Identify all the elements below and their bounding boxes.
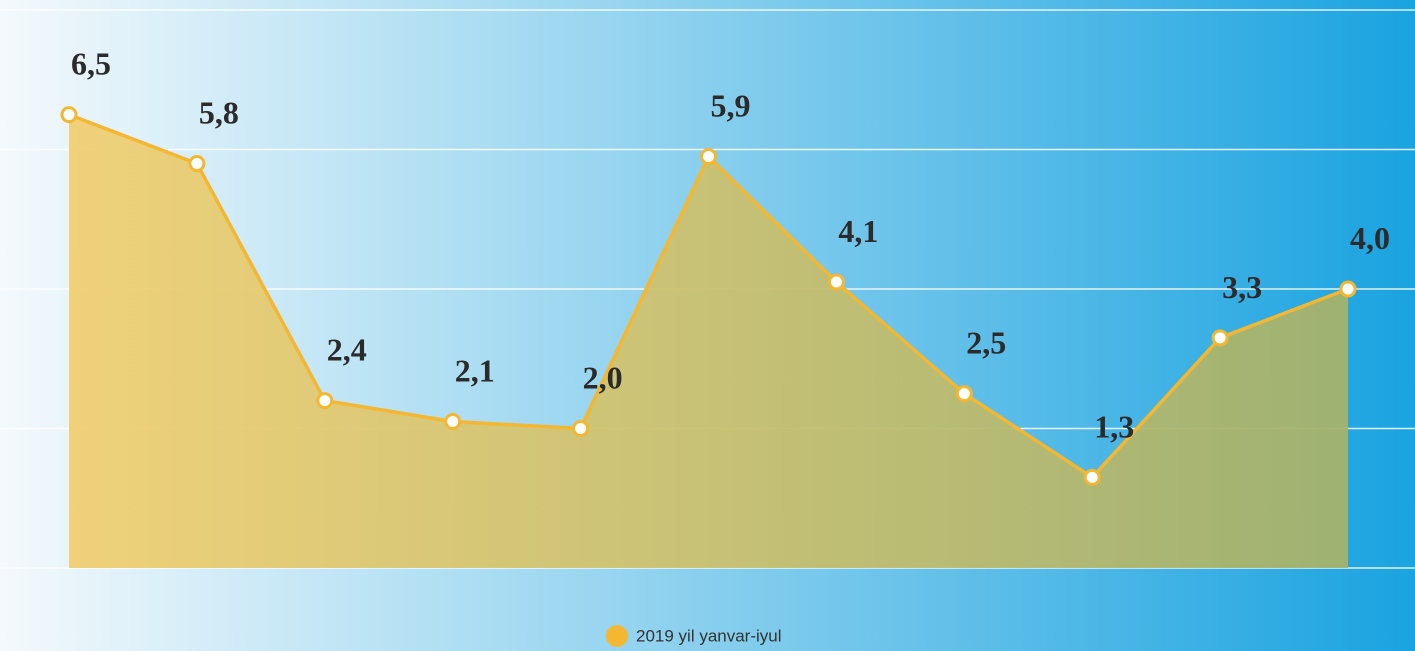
value-label: 6,5 [71,46,111,82]
legend-label: 2019 yil yanvar-iyul [636,626,782,645]
legend-swatch [606,625,628,647]
point [955,385,973,403]
value-label: 3,3 [1222,269,1262,305]
point [1339,280,1357,298]
point [827,273,845,291]
point [700,147,717,165]
value-label: 2,5 [966,325,1006,361]
area [69,114,1348,568]
point [1083,468,1101,486]
value-label: 2,4 [327,332,367,368]
point [572,420,590,437]
value-label: 4,0 [1350,220,1390,256]
value-label: 1,3 [1094,408,1134,444]
point [316,392,334,410]
value-label: 5,8 [199,94,239,130]
point [188,154,206,172]
value-label: 5,9 [711,87,751,123]
value-label: 4,1 [838,213,878,249]
value-label: 2,1 [455,353,495,389]
value-label: 2,0 [583,360,623,396]
point [1211,329,1229,347]
point [60,106,78,124]
point [444,413,462,431]
